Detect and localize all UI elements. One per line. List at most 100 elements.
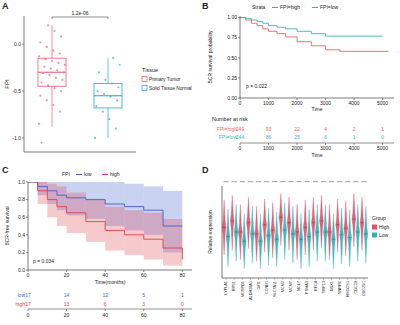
x-axis-label: Time xyxy=(312,106,323,112)
y-axis xyxy=(24,16,25,152)
violin-median xyxy=(247,222,249,223)
point xyxy=(54,87,56,89)
violin xyxy=(332,214,336,269)
risk-count: 17 xyxy=(25,301,31,307)
significance: **** xyxy=(240,181,246,185)
ci-band xyxy=(28,182,38,183)
risk-count: 22 xyxy=(294,126,300,132)
violin-median xyxy=(296,232,298,233)
risk-tick-label: 80 xyxy=(180,312,186,318)
step xyxy=(251,23,257,24)
risk-count: 6 xyxy=(104,301,107,307)
risk-count: 5 xyxy=(142,292,145,298)
y-tick-label: 0.0 xyxy=(14,41,21,47)
x-axis xyxy=(222,278,368,279)
step-drop xyxy=(325,46,326,50)
legend-label: FPI=low xyxy=(320,4,339,10)
step xyxy=(246,20,252,21)
x-tick-label: 4000 xyxy=(349,100,360,106)
violin xyxy=(315,204,319,261)
step xyxy=(263,28,269,29)
risk-count: 93 xyxy=(266,126,272,132)
violin xyxy=(320,195,324,248)
risk-row-label: FPI=high xyxy=(217,126,237,132)
x-tick-label: CDC20 xyxy=(354,281,358,293)
y-tick-label: 0.4 xyxy=(18,232,25,238)
x-axis xyxy=(240,98,394,99)
y-tick-label: 0.0 xyxy=(18,267,25,273)
violin xyxy=(287,197,291,250)
x-axis xyxy=(24,152,136,153)
x-tick-label: 40 xyxy=(102,272,108,278)
step xyxy=(86,199,105,200)
significance: **** xyxy=(232,181,238,185)
violin-median xyxy=(292,233,294,234)
y-tick xyxy=(26,252,28,253)
step xyxy=(251,20,257,21)
step xyxy=(311,45,325,46)
step-drop xyxy=(251,20,252,23)
step-drop xyxy=(182,248,183,259)
x-tick-label: 1000 xyxy=(263,100,274,106)
risk-count: 2 xyxy=(353,126,356,132)
significance: **** xyxy=(353,181,359,185)
median xyxy=(94,95,122,96)
violin xyxy=(226,209,230,267)
x-tick-label: RRS1 xyxy=(232,281,236,291)
significance: **** xyxy=(321,181,327,185)
violin xyxy=(271,203,275,258)
risk-tick-label: 3000 xyxy=(320,145,331,151)
point xyxy=(46,99,48,101)
violin-median xyxy=(239,232,241,233)
step-drop xyxy=(47,186,48,190)
step xyxy=(28,182,38,183)
significance: **** xyxy=(296,181,302,185)
figure: A-1.0-0.50.0FPI1.2e-06TissuePrimary Tumo… xyxy=(0,0,400,325)
violin xyxy=(291,206,295,263)
legend-swatch xyxy=(102,174,108,175)
risk-count: 12 xyxy=(102,292,108,298)
point xyxy=(54,30,56,32)
legend-swatch xyxy=(372,233,377,238)
violin-median xyxy=(235,232,237,233)
step xyxy=(340,36,354,37)
risk-tick-label: 5000 xyxy=(377,145,388,151)
point xyxy=(116,99,118,101)
step xyxy=(163,248,182,249)
point xyxy=(60,36,62,38)
y-axis-label: FPI xyxy=(4,79,10,89)
x-axis-label: Time(months) xyxy=(95,279,126,285)
violin-median xyxy=(223,227,225,228)
point xyxy=(117,86,119,88)
point xyxy=(46,46,48,48)
y-axis-label: Relative expression xyxy=(207,210,213,254)
violin xyxy=(299,214,303,269)
step xyxy=(47,190,57,191)
violin-median xyxy=(329,232,331,233)
risk-tick xyxy=(105,309,106,311)
step xyxy=(28,182,38,183)
significance: **** xyxy=(337,181,343,185)
step xyxy=(57,195,67,196)
point xyxy=(47,24,49,26)
step xyxy=(144,239,163,240)
risk-tick-label: 60 xyxy=(141,312,147,318)
y-tick-label: -0.5 xyxy=(12,88,21,94)
y-tick xyxy=(26,270,28,271)
violin xyxy=(340,208,344,264)
point xyxy=(57,62,59,64)
step-drop xyxy=(56,191,57,195)
ci-band xyxy=(38,182,48,204)
risk-count: 6 xyxy=(324,134,327,140)
step-drop xyxy=(85,213,86,222)
violin-median xyxy=(357,232,359,233)
risk-tick-label: 0 xyxy=(27,312,30,318)
box xyxy=(38,58,66,86)
violin-median xyxy=(276,239,278,240)
x-tick-label: HMGCS1 xyxy=(346,281,350,297)
violin-median xyxy=(312,222,314,223)
step xyxy=(240,17,246,18)
legend-title: Group xyxy=(372,215,386,221)
violin xyxy=(360,197,364,250)
step-drop xyxy=(66,207,67,213)
